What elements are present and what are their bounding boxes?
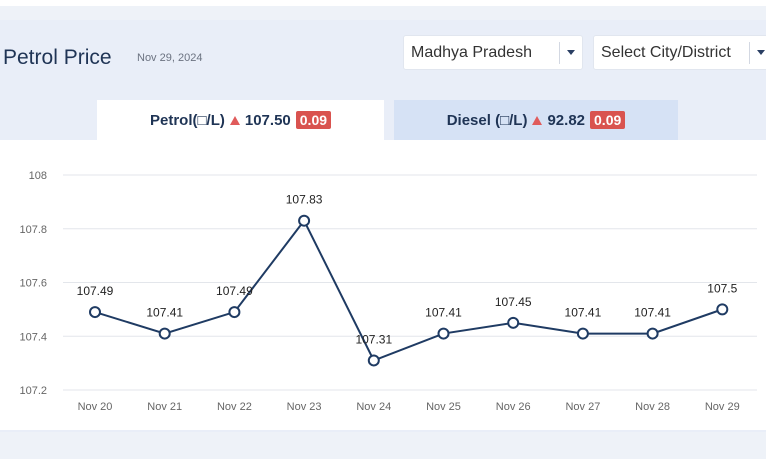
data-label: 107.49 — [77, 284, 114, 298]
data-point — [716, 303, 729, 316]
tab-petrol-price: 107.50 — [244, 111, 291, 129]
price-chart-container: 107.2 107.4 107.6 107.8 108 Nov 20 Nov 21 Nov 2… — [0, 140, 766, 430]
x-tick-label: Nov 24 — [356, 401, 391, 413]
tab-diesel-label: Diesel (□/L) — [446, 111, 528, 129]
chevron-down-icon[interactable] — [560, 50, 582, 55]
data-point — [437, 327, 450, 340]
data-label: 107.41 — [634, 306, 671, 320]
x-tick-label: Nov 22 — [217, 401, 252, 413]
data-point — [646, 327, 659, 340]
data-point — [89, 306, 101, 319]
x-tick-label: Nov 28 — [635, 401, 670, 413]
x-tick-label: Nov 23 — [287, 401, 322, 413]
data-label: 107.41 — [425, 306, 462, 320]
x-tick-label: Nov 26 — [496, 401, 531, 413]
top-strip — [0, 0, 766, 6]
up-arrow-icon — [229, 115, 240, 125]
select-divider — [749, 41, 750, 64]
chevron-down-icon[interactable] — [750, 50, 766, 55]
tab-petrol[interactable]: Petrol(□/L) 107.50 0.09 — [97, 100, 384, 140]
state-select-value: Madhya Pradesh — [411, 43, 532, 61]
data-label: 107.49 — [216, 284, 253, 298]
tab-petrol-label: Petrol(□/L) — [149, 111, 225, 129]
x-tick-label: Nov 21 — [147, 401, 182, 413]
page-title: Petrol Price — [3, 46, 112, 69]
data-point — [228, 306, 241, 319]
data-label: 107.31 — [355, 332, 392, 346]
data-label: 107.41 — [565, 306, 602, 320]
x-tick-label: Nov 25 — [426, 401, 461, 413]
city-select-value: Select City/District — [601, 43, 731, 61]
data-label: 107.5 — [707, 281, 737, 295]
tab-diesel-change-badge: 0.09 — [590, 111, 626, 129]
data-label: 107.45 — [495, 295, 532, 309]
up-arrow-icon — [532, 115, 543, 125]
data-label: 107.83 — [286, 193, 323, 207]
y-tick-label: 107.4 — [19, 331, 47, 343]
y-tick-label: 107.6 — [19, 278, 47, 290]
tab-diesel-price: 92.82 — [547, 111, 586, 129]
city-select[interactable]: Select City/District — [593, 35, 766, 70]
y-tick-label: 107.2 — [19, 385, 47, 397]
data-point — [367, 354, 380, 367]
y-tick-label: 108 — [29, 170, 47, 182]
x-tick-label: Nov 20 — [78, 401, 113, 413]
select-divider — [559, 41, 560, 64]
state-select[interactable]: Madhya Pradesh — [403, 35, 583, 70]
series-line — [94, 218, 723, 362]
data-point — [576, 327, 589, 340]
tab-petrol-change-badge: 0.09 — [295, 111, 332, 129]
x-tick-label: Nov 29 — [705, 401, 740, 413]
data-label: 107.41 — [146, 306, 183, 320]
y-tick-label: 107.8 — [19, 224, 47, 236]
tab-diesel[interactable]: Diesel (□/L) 92.82 0.09 — [394, 100, 678, 140]
data-point — [507, 316, 520, 329]
data-point — [298, 214, 311, 227]
price-date: Nov 29, 2024 — [137, 52, 203, 64]
price-line-chart: 107.2 107.4 107.6 107.8 108 Nov 20 Nov 21 Nov 2… — [19, 170, 757, 413]
data-point — [158, 327, 171, 340]
x-tick-label: Nov 27 — [565, 401, 600, 413]
